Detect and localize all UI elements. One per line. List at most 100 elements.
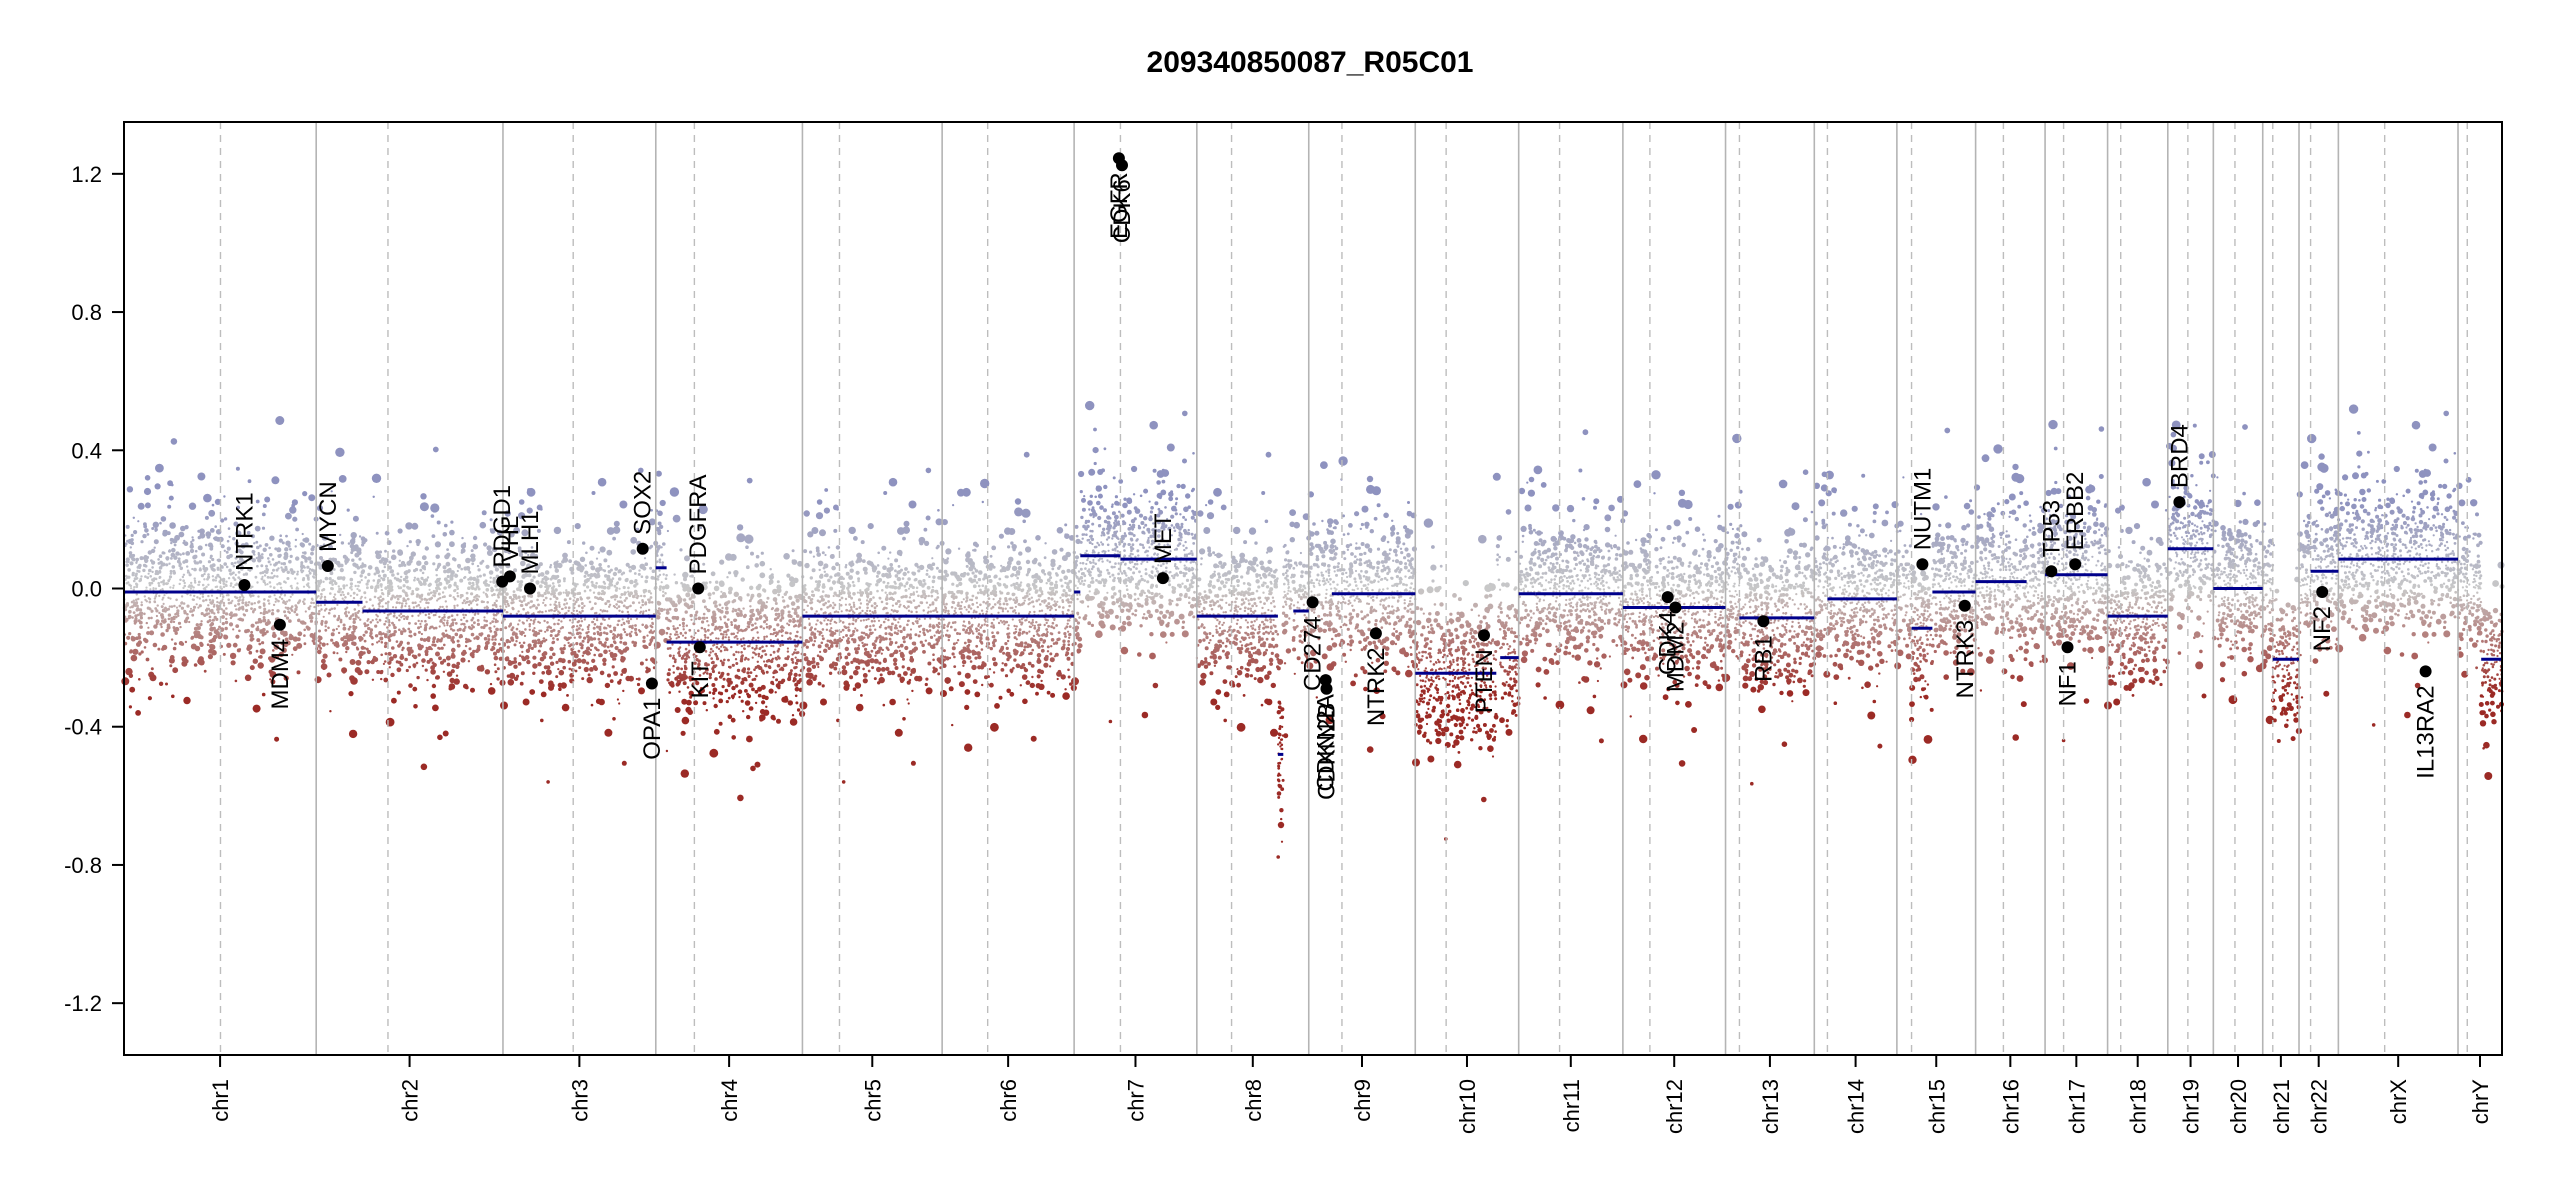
probe-point	[889, 640, 894, 645]
probe-point	[559, 647, 563, 651]
probe-point	[881, 545, 887, 551]
probe-point	[658, 587, 662, 591]
probe-point	[575, 642, 579, 646]
probe-point	[471, 562, 475, 566]
probe-point	[476, 564, 480, 568]
probe-point	[464, 613, 467, 617]
probe-point	[354, 584, 357, 588]
probe-point	[795, 598, 800, 603]
probe-point	[326, 672, 332, 678]
probe-point	[149, 630, 155, 636]
probe-point	[381, 569, 385, 573]
probe-point	[126, 602, 129, 605]
probe-point	[270, 625, 276, 631]
probe-point	[706, 620, 709, 623]
probe-point	[575, 609, 579, 613]
probe-point	[157, 558, 160, 561]
probe-point	[404, 599, 407, 602]
probe-point	[772, 645, 775, 648]
probe-point	[486, 601, 490, 604]
probe-point	[413, 704, 418, 709]
probe-point	[149, 674, 157, 682]
probe-point	[487, 638, 491, 641]
probe-point	[677, 647, 681, 651]
probe-point	[562, 552, 568, 559]
probe-point	[733, 591, 739, 597]
probe-point	[450, 638, 455, 642]
probe-point	[873, 606, 877, 610]
probe-point	[619, 636, 623, 640]
probe-point	[571, 662, 575, 665]
probe-point	[660, 553, 664, 557]
probe-point	[683, 602, 688, 607]
probe-point	[303, 602, 306, 605]
probe-point	[738, 695, 741, 699]
probe-point	[461, 536, 464, 540]
probe-point	[844, 597, 848, 601]
probe-point	[317, 604, 320, 607]
probe-point	[132, 516, 135, 519]
probe-point	[723, 594, 728, 599]
probe-point	[396, 690, 401, 695]
probe-point	[126, 635, 131, 640]
probe-point	[247, 479, 252, 484]
probe-point	[763, 637, 766, 641]
probe-point	[791, 661, 795, 664]
probe-point	[612, 604, 616, 608]
probe-point	[169, 569, 173, 573]
probe-point	[188, 573, 192, 577]
probe-point	[223, 562, 227, 566]
probe-point	[458, 627, 462, 632]
probe-point	[332, 568, 336, 571]
probe-point	[592, 626, 596, 630]
probe-point	[613, 520, 620, 527]
probe-point	[847, 582, 850, 585]
probe-point	[768, 688, 774, 694]
probe-point	[406, 585, 410, 589]
probe-point	[705, 650, 708, 653]
probe-point	[424, 546, 429, 551]
probe-point	[550, 608, 553, 612]
probe-point	[349, 577, 354, 582]
probe-point	[302, 555, 307, 559]
probe-point	[438, 625, 441, 628]
probe-point	[676, 633, 679, 636]
probe-point	[306, 584, 309, 587]
probe-point	[209, 556, 212, 559]
probe-point	[221, 622, 225, 626]
probe-point	[925, 467, 932, 474]
probe-point	[438, 615, 441, 619]
probe-point	[443, 577, 448, 582]
probe-point	[850, 660, 854, 665]
probe-point	[545, 588, 549, 592]
probe-point	[306, 565, 310, 569]
probe-point	[232, 628, 235, 631]
probe-point	[210, 623, 214, 626]
probe-point	[411, 654, 415, 658]
probe-point	[619, 500, 628, 509]
probe-point	[934, 598, 937, 601]
probe-point	[810, 631, 815, 635]
probe-point	[137, 632, 141, 637]
probe-point	[465, 600, 469, 604]
probe-point	[579, 597, 583, 601]
probe-point	[897, 565, 901, 568]
probe-point	[143, 487, 152, 496]
probe-point	[742, 710, 745, 713]
probe-point	[544, 596, 548, 600]
probe-point	[625, 562, 630, 567]
probe-point	[363, 639, 367, 643]
probe-point	[670, 683, 675, 688]
probe-point	[382, 561, 387, 566]
probe-point	[181, 575, 185, 579]
probe-point	[424, 668, 428, 672]
probe-point	[651, 636, 655, 640]
probe-point	[382, 662, 385, 666]
probe-point	[407, 627, 411, 631]
probe-point	[835, 610, 838, 613]
probe-point	[161, 562, 166, 567]
probe-point	[397, 528, 403, 534]
probe-point	[662, 542, 666, 546]
probe-point	[305, 574, 308, 577]
probe-point	[136, 604, 139, 608]
